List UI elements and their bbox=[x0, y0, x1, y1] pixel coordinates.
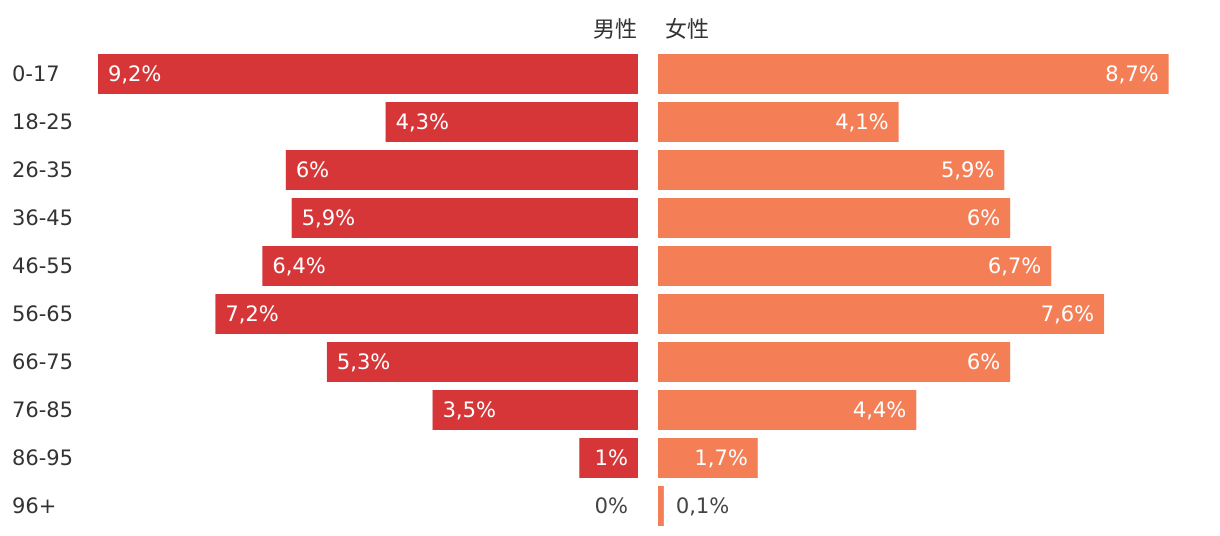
bar-label-male: 5,3% bbox=[337, 350, 390, 374]
category-label: 86-95 bbox=[12, 446, 73, 470]
bar-label-female: 4,4% bbox=[853, 398, 906, 422]
bar-male bbox=[285, 150, 638, 190]
category-label: 36-45 bbox=[12, 206, 73, 230]
bar-label-male: 5,9% bbox=[302, 206, 355, 230]
category-label: 18-25 bbox=[12, 110, 73, 134]
bar-female bbox=[658, 342, 1011, 382]
bar-label-male: 6,4% bbox=[272, 254, 325, 278]
series-label-female: 女性 bbox=[665, 18, 709, 43]
bar-female bbox=[658, 198, 1011, 238]
bar-female bbox=[658, 102, 899, 142]
bar-label-male: 6% bbox=[296, 158, 329, 182]
bar-female bbox=[658, 54, 1169, 94]
bar-label-female: 5,9% bbox=[941, 158, 994, 182]
bar-male bbox=[262, 246, 638, 286]
bar-label-female: 6% bbox=[967, 206, 1000, 230]
bar-label-male: 3,5% bbox=[443, 398, 496, 422]
bar-male bbox=[326, 342, 638, 382]
bar-label-male: 9,2% bbox=[108, 62, 161, 86]
bar-label-female: 0,1% bbox=[676, 494, 729, 518]
bar-male bbox=[432, 390, 638, 430]
bar-female bbox=[658, 486, 664, 526]
bar-label-female: 6,7% bbox=[988, 254, 1041, 278]
bar-label-female: 7,6% bbox=[1041, 302, 1094, 326]
chart-rows: 0-17 9,2% 8,7% 18-25 4,3% 4,1% 26-35 6% 5,9% 36-4… bbox=[12, 54, 1169, 526]
category-label: 76-85 bbox=[12, 398, 73, 422]
bar-male bbox=[579, 438, 638, 478]
bar-label-male: 0% bbox=[595, 494, 628, 518]
bar-label-male: 7,2% bbox=[225, 302, 278, 326]
bar-label-male: 4,3% bbox=[396, 110, 449, 134]
bar-female bbox=[658, 390, 917, 430]
category-label: 66-75 bbox=[12, 350, 73, 374]
bar-male bbox=[291, 198, 638, 238]
category-label: 26-35 bbox=[12, 158, 73, 182]
bar-label-female: 8,7% bbox=[1105, 62, 1158, 86]
bar-male bbox=[98, 54, 638, 94]
bar-label-male: 1% bbox=[595, 446, 628, 470]
bar-label-female: 6% bbox=[967, 350, 1000, 374]
category-label: 46-55 bbox=[12, 254, 73, 278]
bar-male bbox=[385, 102, 638, 142]
category-label: 0-17 bbox=[12, 62, 60, 86]
bar-female bbox=[658, 150, 1005, 190]
bar-female bbox=[658, 438, 758, 478]
series-label-male: 男性 bbox=[593, 18, 637, 43]
bar-male bbox=[215, 294, 639, 334]
category-label: 56-65 bbox=[12, 302, 73, 326]
bar-label-female: 1,7% bbox=[694, 446, 747, 470]
bar-female bbox=[658, 294, 1105, 334]
bar-female bbox=[658, 246, 1052, 286]
bar-label-female: 4,1% bbox=[835, 110, 888, 134]
category-label: 96+ bbox=[12, 494, 56, 518]
